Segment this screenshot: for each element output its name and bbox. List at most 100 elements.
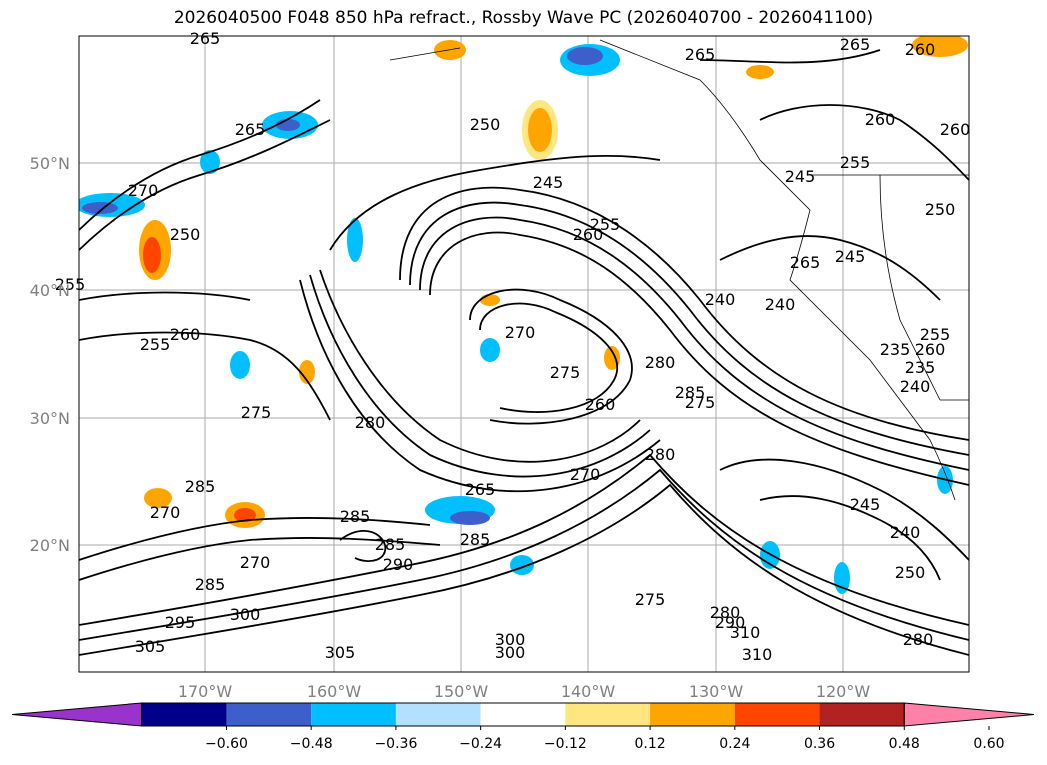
contour-label: 250	[895, 563, 926, 582]
contour-label: 285	[675, 383, 706, 402]
lon-label: 170°W	[178, 682, 233, 701]
contour-label: 235	[905, 358, 936, 377]
contour-label: 245	[785, 167, 816, 186]
longitude-labels: 170°W 160°W 150°W 140°W 130°W 120°W	[178, 682, 871, 701]
colorbar-tick-label: −0.48	[290, 736, 333, 752]
colorbar-segment	[311, 703, 396, 726]
contour-label: 260	[915, 340, 946, 359]
contour-label: 300	[495, 630, 526, 649]
contour-label: 300	[230, 605, 261, 624]
contour-label: 240	[705, 290, 736, 309]
contour-label: 300	[495, 643, 526, 662]
latitude-labels: 50°N 40°N 30°N 20°N	[30, 154, 70, 555]
colorbar-tick-label: −0.12	[544, 736, 587, 752]
contour-label: 275	[241, 403, 272, 422]
contour-label: 235	[880, 340, 911, 359]
lon-label: 150°W	[434, 682, 489, 701]
contour-label: 310	[730, 623, 761, 642]
shaded-anomalies	[79, 36, 968, 594]
contour-label: 275	[685, 393, 716, 412]
contour-label: 280	[645, 353, 676, 372]
contour-label: 285	[185, 477, 216, 496]
contour-label: 280	[645, 445, 676, 464]
contour-label: 255	[920, 325, 951, 344]
contour-label: 305	[325, 643, 356, 662]
contour-label: 250	[170, 225, 201, 244]
contour-label: 285	[340, 507, 371, 526]
contour-label: 255	[840, 153, 871, 172]
contour-label: 295	[165, 613, 196, 632]
contour-label: 255	[55, 275, 86, 294]
colorbar-segment	[650, 703, 735, 726]
contour-label: 240	[890, 523, 921, 542]
contour-label: 250	[925, 200, 956, 219]
colorbar: −0.60 −0.48 −0.36 −0.24 −0.12 0.12 0.24 0.36 0.4…	[11, 702, 1035, 752]
contour-label: 280	[710, 603, 741, 622]
colorbar-tick-label: 0.60	[973, 736, 1004, 752]
contour-label: 280	[903, 630, 934, 649]
colorbar-segment	[480, 703, 566, 726]
lat-label: 20°N	[30, 536, 70, 555]
contour-label: 290	[715, 613, 746, 632]
contour-label: 270	[570, 465, 601, 484]
colorbar-segment	[734, 703, 820, 726]
contour-label: 265	[465, 480, 496, 499]
contour-label: 255	[140, 335, 171, 354]
contour-label: 285	[195, 575, 226, 594]
contour-label: 280	[355, 413, 386, 432]
lon-label: 130°W	[689, 682, 744, 701]
lon-label: 160°W	[307, 682, 362, 701]
colorbar-segment	[565, 703, 651, 726]
plot-frame	[78, 35, 970, 673]
contour-label: 240	[900, 377, 931, 396]
contour-lines	[79, 49, 969, 656]
colorbar-tick-label: −0.36	[374, 736, 417, 752]
contour-label: 260	[865, 110, 896, 129]
contour-label: 275	[550, 363, 581, 382]
contour-label: 245	[533, 173, 564, 192]
colorbar-tick-label: 0.12	[635, 736, 666, 752]
contour-label: 260	[905, 40, 936, 59]
contour-label: 285	[460, 530, 491, 549]
contour-label: 265	[840, 35, 871, 54]
contour-label: 270	[240, 553, 271, 572]
lat-label: 50°N	[30, 154, 70, 173]
contour-label: 275	[635, 590, 666, 609]
colorbar-tick-label: 0.48	[889, 736, 920, 752]
colorbar-tick-label: 0.24	[719, 736, 750, 752]
contour-label: 240	[765, 295, 796, 314]
lat-label: 40°N	[30, 281, 70, 300]
contour-label: 260	[940, 120, 971, 139]
contour-labels: 265 265 260 265 250 260 260 265 255 250 245 255 245 2…	[55, 29, 971, 664]
contour-label: 260	[170, 325, 201, 344]
contour-label: 265	[685, 45, 716, 64]
colorbar-frame	[141, 702, 905, 727]
contour-label: 245	[835, 247, 866, 266]
colorbar-segment	[395, 703, 481, 726]
contour-label: 260	[573, 225, 604, 244]
colorbar-segment	[141, 703, 227, 726]
contour-label: 270	[128, 181, 159, 200]
contour-label: 265	[235, 120, 266, 139]
contour-label: 270	[150, 503, 181, 522]
contour-label: 310	[742, 645, 773, 664]
colorbar-extend-max	[903, 702, 1035, 727]
colorbar-extend-min	[11, 702, 143, 727]
colorbar-segment	[819, 703, 905, 726]
lon-label: 120°W	[816, 682, 871, 701]
contour-label: 265	[190, 29, 221, 48]
contour-label: 250	[470, 115, 501, 134]
coastlines	[389, 39, 969, 501]
colorbar-segment	[226, 703, 312, 726]
colorbar-tick-label: −0.24	[459, 736, 502, 752]
colorbar-tick-label: −0.60	[205, 736, 248, 752]
lat-label: 30°N	[30, 409, 70, 428]
contour-label: 290	[383, 555, 414, 574]
lon-label: 140°W	[561, 682, 616, 701]
contour-label: 285	[375, 535, 406, 554]
contour-label: 305	[135, 637, 166, 656]
contour-label: 260	[585, 395, 616, 414]
contour-label: 245	[850, 495, 881, 514]
map-title: 2026040500 F048 850 hPa refract., Rossby…	[173, 8, 874, 28]
